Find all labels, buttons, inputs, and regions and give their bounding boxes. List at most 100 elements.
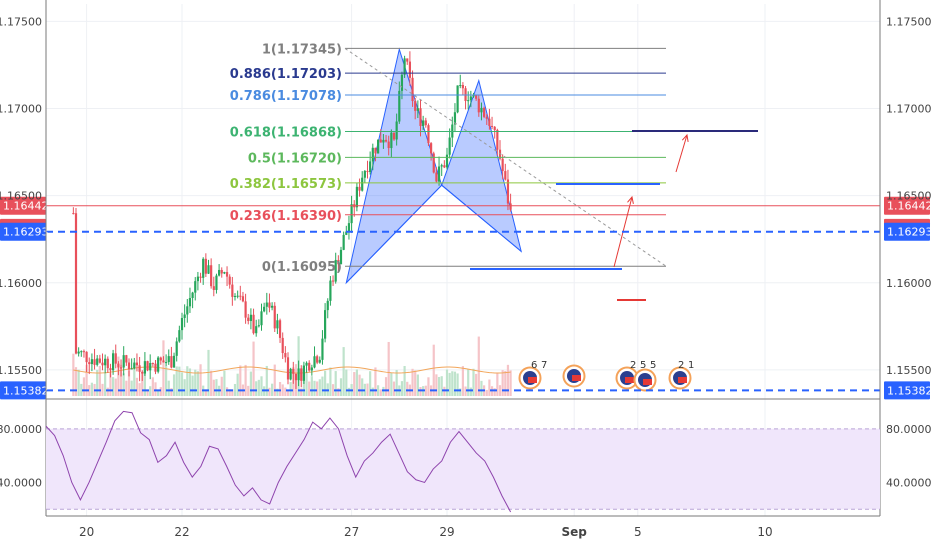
volume-bar	[175, 366, 178, 396]
volume-bar	[310, 376, 313, 396]
y-tick-label-left: 1.17000	[0, 103, 42, 116]
candle-body	[233, 295, 237, 297]
y-tick-label-left: 1.16000	[0, 277, 42, 290]
volume-bar	[117, 356, 120, 396]
volume-bar	[172, 374, 176, 396]
volume-bar	[448, 372, 451, 396]
candle-body	[419, 108, 422, 126]
price-badge-label: 1.15382	[3, 384, 49, 397]
volume-bar	[498, 385, 502, 396]
event-flag[interactable]	[518, 366, 542, 390]
candle-body	[496, 129, 499, 150]
candle-body	[85, 351, 88, 363]
volume-bar	[149, 386, 152, 396]
oscillator-line	[45, 410, 512, 513]
volume-bar	[186, 366, 189, 396]
x-tick-label: 29	[439, 525, 454, 539]
candle-body	[339, 249, 343, 265]
x-tick-label: 22	[174, 525, 189, 539]
candle-body	[384, 139, 388, 142]
candle-body	[284, 353, 287, 358]
osc-tick-label-left: 80.0000	[0, 423, 42, 436]
flag-stripe	[528, 377, 537, 383]
candle-body	[273, 305, 276, 329]
candle-body	[493, 126, 496, 130]
volume-bar	[374, 367, 377, 396]
candle-body	[223, 272, 226, 274]
candle-body	[321, 338, 324, 360]
candle-body	[390, 132, 393, 149]
candle-body	[316, 356, 319, 363]
volume-bar	[305, 371, 308, 396]
volume-bar	[119, 364, 123, 396]
candle-body	[416, 108, 419, 111]
candle-body	[180, 317, 184, 331]
event-flag[interactable]	[633, 368, 657, 392]
osc-tick-label-right: 80.0000	[886, 423, 932, 436]
volume-bar	[318, 379, 321, 396]
candle-body	[395, 121, 398, 140]
candle-body	[448, 137, 451, 155]
event-flag[interactable]	[668, 366, 692, 390]
volume-bar	[496, 373, 499, 396]
candle-body	[501, 158, 504, 172]
volume-bar	[416, 374, 419, 396]
candle-body	[427, 125, 430, 144]
arrow-head	[681, 133, 689, 142]
y-tick-label-right: 1.17500	[886, 15, 932, 28]
candle-body	[82, 351, 86, 353]
volume-bar	[178, 366, 181, 396]
volume-bar	[278, 381, 282, 396]
pattern-bd	[441, 184, 522, 252]
volume-bar	[90, 382, 93, 396]
osc-tick-label-right: 40.0000	[886, 476, 932, 489]
volume-bar	[194, 369, 197, 396]
y-tick-label-right: 1.16000	[886, 277, 932, 290]
candle-body	[392, 132, 396, 140]
price-badge	[884, 381, 930, 400]
volume-bar	[151, 377, 154, 396]
candle-body	[265, 302, 268, 307]
volume-bar	[220, 376, 223, 396]
volume-bar	[286, 389, 290, 396]
candle-body	[490, 125, 494, 127]
candle-body	[432, 153, 435, 173]
candle-body	[369, 161, 372, 173]
volume-bar	[300, 388, 303, 396]
candle-body	[149, 363, 152, 371]
volume-bar	[170, 388, 173, 396]
volume-bar	[101, 383, 104, 396]
volume-bar	[384, 377, 388, 396]
candle-body	[467, 100, 470, 102]
candle-body	[106, 358, 109, 369]
candle-body	[210, 265, 213, 287]
volume-bar	[504, 370, 507, 396]
candle-body	[398, 90, 401, 122]
volume-bar	[183, 379, 186, 396]
volume-bar	[387, 341, 390, 396]
candle-body	[345, 231, 348, 235]
volume-bar	[464, 386, 467, 396]
candle-body	[297, 368, 300, 381]
volume-bar	[469, 387, 472, 396]
candle-body	[374, 147, 377, 154]
volume-bar	[215, 379, 218, 396]
candle-body	[199, 276, 202, 278]
fib-trend-line	[344, 48, 667, 267]
annotations	[470, 130, 758, 301]
candle-body	[170, 356, 173, 368]
candle-body	[310, 367, 313, 371]
volume-bar	[223, 370, 226, 396]
candle-body	[422, 120, 425, 126]
candle-body	[130, 368, 133, 370]
candle-body	[252, 314, 255, 334]
candle-body	[305, 362, 308, 366]
volume-bar	[369, 371, 372, 396]
volume-bar	[112, 377, 115, 396]
event-flag[interactable]	[562, 364, 586, 388]
volume-bar	[493, 388, 496, 396]
volume-bar	[424, 385, 427, 396]
x-tick-label: 10	[757, 525, 772, 539]
